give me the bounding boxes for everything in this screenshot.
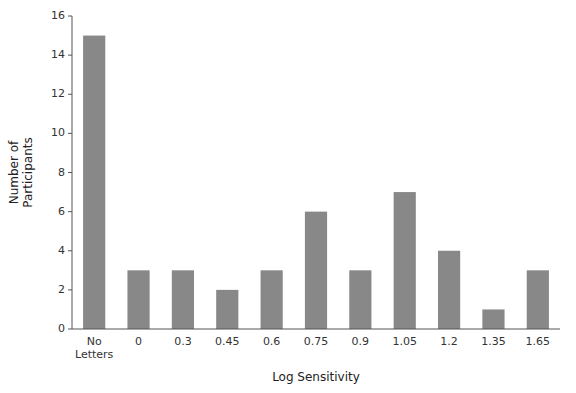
y-tick-label: 12	[51, 87, 65, 100]
x-tick-label: 1.65	[526, 335, 551, 348]
bar	[349, 270, 371, 329]
bar	[172, 270, 194, 329]
y-tick	[68, 94, 72, 95]
y-tick	[68, 289, 72, 290]
y-tick-label: 16	[51, 9, 65, 22]
x-axis-label: Log Sensitivity	[272, 370, 360, 384]
bars	[83, 36, 549, 329]
y-tick-label: 6	[58, 205, 65, 218]
y-tick-label: 4	[58, 244, 65, 257]
y-tick	[68, 133, 72, 134]
bar	[527, 270, 549, 329]
x-tick-label: 0.45	[215, 335, 240, 348]
axes: 0 2 4 6 8 10 12 14 16 NoLetters 0 0.3 0.45 0.6 0.75 0.9…	[51, 9, 560, 361]
y-tick-label: 14	[51, 48, 65, 61]
x-tick-label: 0	[135, 335, 142, 348]
y-tick	[68, 211, 72, 212]
x-tick-label: NoLetters	[75, 335, 114, 361]
y-tick	[68, 250, 72, 251]
y-tick-label: 10	[51, 126, 65, 139]
x-axis-line	[72, 329, 560, 330]
y-tick	[68, 329, 72, 330]
bar	[394, 192, 416, 329]
y-tick-label: 8	[58, 166, 65, 179]
y-tick-label: 2	[58, 283, 65, 296]
bar	[438, 251, 460, 329]
y-tick	[68, 172, 72, 173]
x-tick-label: 0.6	[263, 335, 281, 348]
y-tick	[68, 16, 72, 17]
y-axis-label: Number ofParticipants	[7, 137, 35, 208]
bar	[216, 290, 238, 329]
bar	[261, 270, 283, 329]
y-tick-label: 0	[58, 322, 65, 335]
x-tick-label: 0.9	[352, 335, 370, 348]
x-tick-label: 1.2	[440, 335, 458, 348]
x-tick-label: 0.75	[304, 335, 329, 348]
y-tick	[68, 55, 72, 56]
chart: 0 2 4 6 8 10 12 14 16 NoLetters 0 0.3 0.45 0.6 0.75 0.9…	[0, 0, 576, 393]
x-tick-label: 1.35	[481, 335, 506, 348]
bar	[482, 309, 504, 329]
bar	[305, 212, 327, 329]
chart-container: 0 2 4 6 8 10 12 14 16 NoLetters 0 0.3 0.45 0.6 0.75 0.9…	[0, 0, 576, 393]
bar	[127, 270, 149, 329]
bar	[83, 36, 105, 329]
x-tick-label: 1.05	[392, 335, 417, 348]
x-tick-label: 0.3	[174, 335, 192, 348]
